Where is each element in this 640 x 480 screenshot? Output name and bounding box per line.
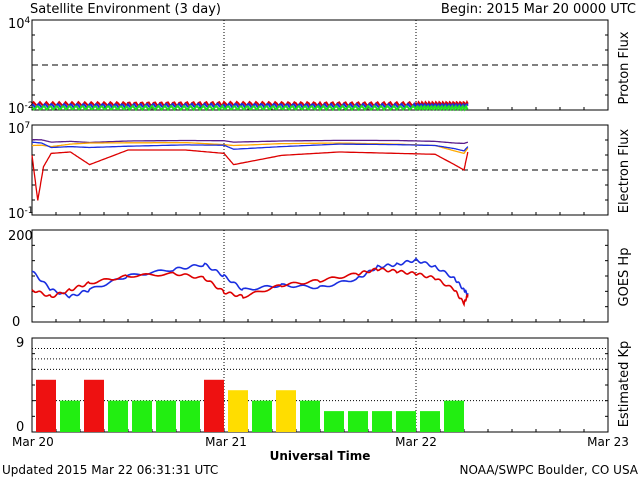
electron-ytick-top-base: 10: [8, 122, 25, 137]
goes-hp-label: GOES Hp: [617, 248, 632, 307]
kp-bar-14: [372, 411, 392, 432]
proton-ytick-top-base: 10: [8, 17, 25, 32]
svg-text:104: 104: [8, 16, 31, 32]
svg-text:107: 107: [8, 121, 30, 137]
estimated-kp-label: Estimated Kp: [617, 341, 632, 428]
proton-ytick-top-exp: 4: [25, 16, 31, 26]
kp-bar-16: [420, 411, 440, 432]
kp-ytick-bottom: 0: [16, 420, 24, 435]
kp-bar-11: [300, 400, 320, 432]
kp-bar-4: [132, 400, 152, 432]
x-tick-mar23: Mar 23: [587, 435, 629, 449]
kp-bar-13: [348, 411, 368, 432]
proton-y-labels: 104 10-2: [8, 16, 34, 117]
figure-title: Satellite Environment (3 day): [30, 2, 221, 17]
goes-hp-series-red: [31, 267, 469, 308]
electron-ytick-top-exp: 7: [25, 121, 31, 131]
kp-bar-0: [36, 379, 56, 432]
x-tick-mar20: Mar 20: [12, 435, 54, 449]
kp-bar-5: [156, 400, 176, 432]
panel-frame-1: [31, 124, 609, 216]
plot-layer: [31, 64, 608, 432]
electron-series-purple: [32, 138, 469, 145]
updated-label: Updated 2015 Mar 22 06:31:31 UTC: [2, 463, 218, 477]
panel-frame-2: [31, 229, 609, 323]
begin-label: Begin: 2015 Mar 20 0000 UTC: [441, 2, 636, 17]
electron-series-red: [31, 149, 469, 201]
kp-bar-12: [324, 411, 344, 432]
kp-bar-3: [108, 400, 128, 432]
proton-ytick-bottom-exp: -2: [25, 101, 34, 111]
svg-text:10-2: 10-2: [8, 101, 34, 117]
proton-ytick-bottom-base: 10: [8, 102, 25, 117]
electron-y-labels: 107 10-1: [8, 121, 34, 222]
kp-bar-15: [396, 411, 416, 432]
hp-ytick-top: 200: [8, 229, 33, 244]
electron-series-orange: [32, 141, 469, 155]
electron-series-blue: [31, 141, 469, 152]
kp-bar-8: [228, 390, 248, 432]
proton-flux-label: Proton Flux: [617, 31, 632, 104]
panel-frames: [31, 19, 609, 433]
x-tick-mar21: Mar 21: [205, 435, 247, 449]
kp-ytick-top: 9: [16, 336, 24, 351]
x-axis-label: Universal Time: [270, 449, 371, 463]
svg-text:10-1: 10-1: [8, 206, 34, 222]
hp-ytick-bottom: 0: [12, 315, 20, 330]
kp-bar-10: [276, 390, 296, 432]
credit-label: NOAA/SWPC Boulder, CO USA: [460, 463, 639, 477]
proton-series-green: [31, 104, 469, 112]
electron-ytick-bottom-base: 10: [8, 207, 25, 222]
kp-bar-7: [204, 379, 224, 432]
electron-flux-label: Electron Flux: [617, 128, 632, 213]
kp-bar-9: [252, 400, 272, 432]
kp-bar-6: [180, 400, 200, 432]
panel-frame-0: [31, 19, 609, 111]
kp-bar-1: [60, 400, 80, 432]
electron-ytick-bottom-exp: -1: [25, 206, 34, 216]
goes-hp-series-blue: [31, 257, 469, 299]
kp-bar-17: [444, 400, 464, 432]
kp-bar-2: [84, 379, 104, 432]
x-tick-mar22: Mar 22: [395, 435, 437, 449]
